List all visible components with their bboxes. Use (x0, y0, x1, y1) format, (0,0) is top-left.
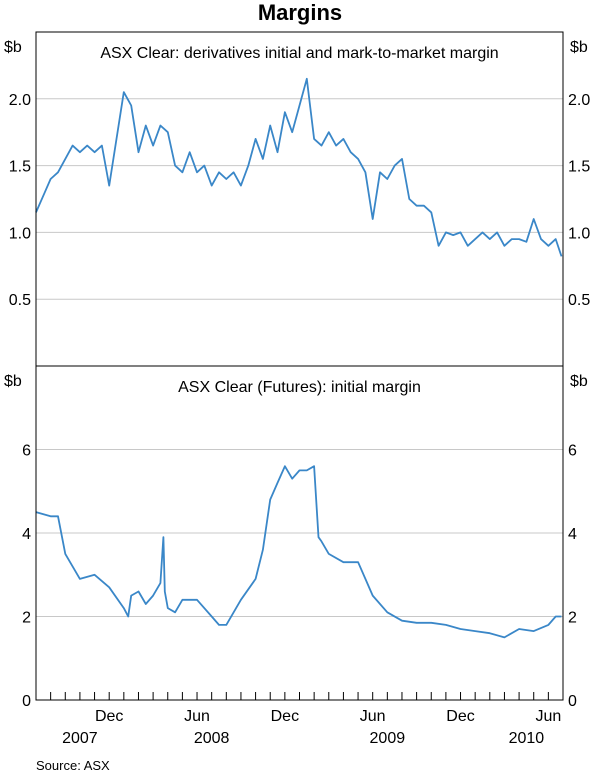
y-tick-label-left: 2 (22, 610, 31, 627)
panel-title: ASX Clear: derivatives initial and mark-… (100, 45, 498, 62)
series-line (35, 77, 563, 257)
y-tick-label-left: 4 (22, 526, 31, 543)
y-unit-label-right: $b (570, 39, 588, 56)
series-line (35, 465, 562, 639)
source-note: Source: ASX (36, 758, 110, 773)
panel-1: 0.5 0.5 1.0 1.0 1.5 1.5 2.0 2.0 $b $b ASX Clear: d… (4, 39, 590, 309)
x-month-label: Dec (95, 708, 123, 725)
y-tick-label-right: 0 (568, 693, 577, 710)
x-month-label: Jun (360, 708, 386, 725)
x-year-label: 2010 (509, 730, 545, 747)
panel-title: ASX Clear (Futures): initial margin (178, 379, 421, 396)
y-tick-label-right: 2.0 (568, 92, 590, 109)
y-tick-label-left: 0 (22, 693, 31, 710)
y-tick-label-right: 2 (568, 610, 577, 627)
y-tick-label-right: 0.5 (568, 292, 590, 309)
y-tick-label-right: 4 (568, 526, 577, 543)
y-unit-label-left: $b (4, 373, 22, 390)
x-year-label: 2008 (194, 730, 230, 747)
x-year-label: 2009 (370, 730, 406, 747)
x-year-label: 2007 (62, 730, 98, 747)
x-month-label: Jun (535, 708, 561, 725)
y-tick-label-left: 1.0 (9, 225, 31, 242)
panel-2: 0 0 2 2 4 4 6 6 $b $b ASX Clear (Futures): initial… (4, 373, 588, 710)
y-tick-label-left: 1.5 (9, 159, 31, 176)
y-tick-label-left: 6 (22, 443, 31, 460)
y-tick-label-left: 2.0 (9, 92, 31, 109)
y-tick-label-right: 1.5 (568, 159, 590, 176)
x-month-label: Dec (446, 708, 474, 725)
x-month-label: Jun (184, 708, 210, 725)
y-tick-label-right: 1.0 (568, 225, 590, 242)
x-month-label: Dec (271, 708, 299, 725)
y-tick-label-right: 6 (568, 443, 577, 460)
y-unit-label-right: $b (570, 373, 588, 390)
y-tick-label-left: 0.5 (9, 292, 31, 309)
chart-title: Margins (258, 0, 342, 25)
y-unit-label-left: $b (4, 39, 22, 56)
